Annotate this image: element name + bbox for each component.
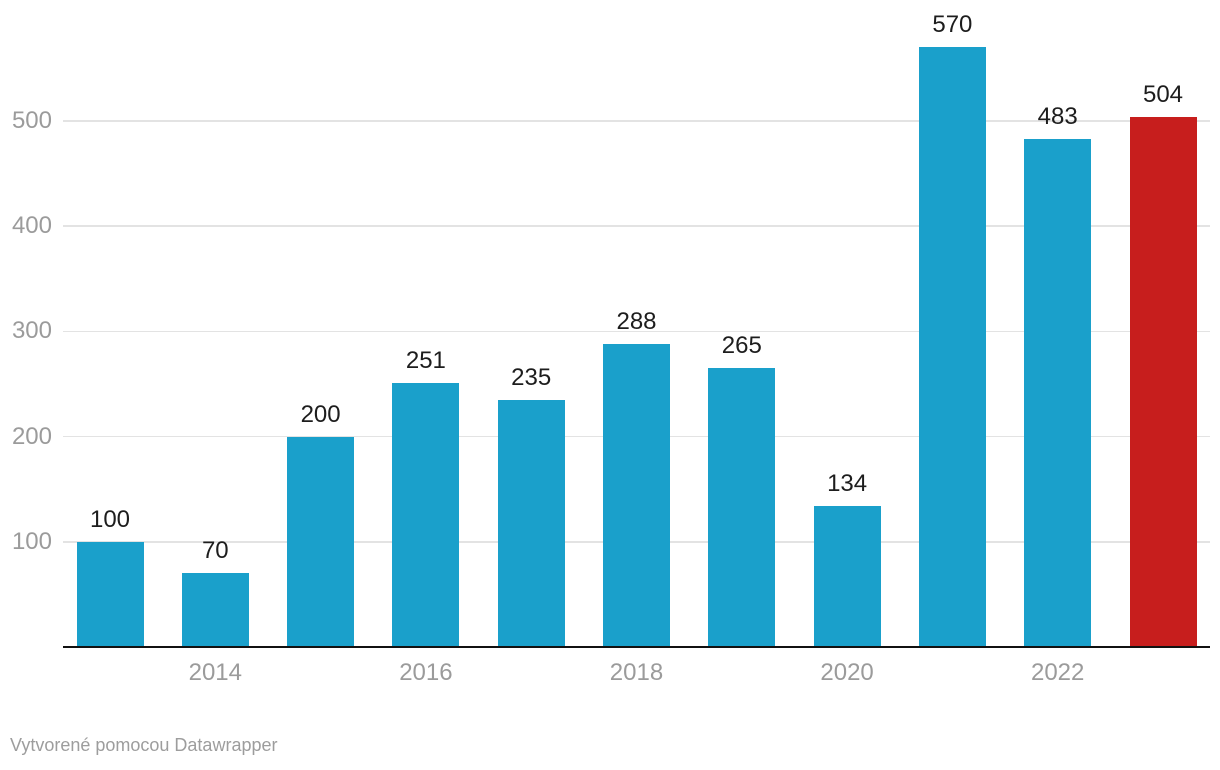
bar-value-label: 251	[405, 346, 446, 374]
bar-value-label: 235	[511, 363, 552, 391]
y-axis-tick-label: 100	[11, 527, 52, 555]
bar	[918, 47, 986, 647]
x-axis-tick-label: 2016	[399, 659, 453, 686]
x-axis-line	[63, 645, 1210, 649]
bar-value-label: 100	[89, 505, 131, 533]
bar-highlight	[1129, 116, 1197, 647]
x-axis-tick-label: 2022	[1030, 659, 1085, 686]
x-axis-tick-label: 2018	[609, 659, 664, 686]
bar	[287, 436, 355, 647]
x-axis-tick-label: 2020	[820, 659, 874, 686]
gridline-y	[63, 225, 1210, 227]
bar	[1024, 138, 1092, 647]
y-axis-tick-label: 200	[11, 422, 52, 450]
bar-value-label: 504	[1142, 80, 1184, 108]
x-axis-tick-label: 2014	[188, 659, 242, 686]
bar	[497, 399, 565, 647]
bar	[708, 368, 776, 647]
bar-value-label: 483	[1037, 102, 1078, 130]
bar-value-label: 134	[827, 470, 868, 498]
y-axis-tick-label: 300	[11, 317, 52, 345]
bar-value-label: 200	[300, 400, 341, 428]
y-axis-tick-label: 500	[11, 107, 52, 134]
gridline-y	[63, 120, 1210, 122]
bar	[813, 506, 881, 647]
bar	[392, 382, 460, 647]
bar	[181, 573, 249, 647]
bar-value-label: 288	[616, 308, 657, 336]
bar-value-label: 265	[721, 332, 762, 360]
bar	[603, 344, 670, 647]
attribution-text: Vytvorené pomocou Datawrapper	[10, 735, 278, 755]
bar	[76, 541, 144, 647]
bar-value-label: 70	[201, 537, 229, 565]
bar-value-label: 570	[932, 11, 973, 39]
gridline-y	[63, 330, 1210, 333]
y-axis-tick-label: 400	[11, 212, 52, 240]
